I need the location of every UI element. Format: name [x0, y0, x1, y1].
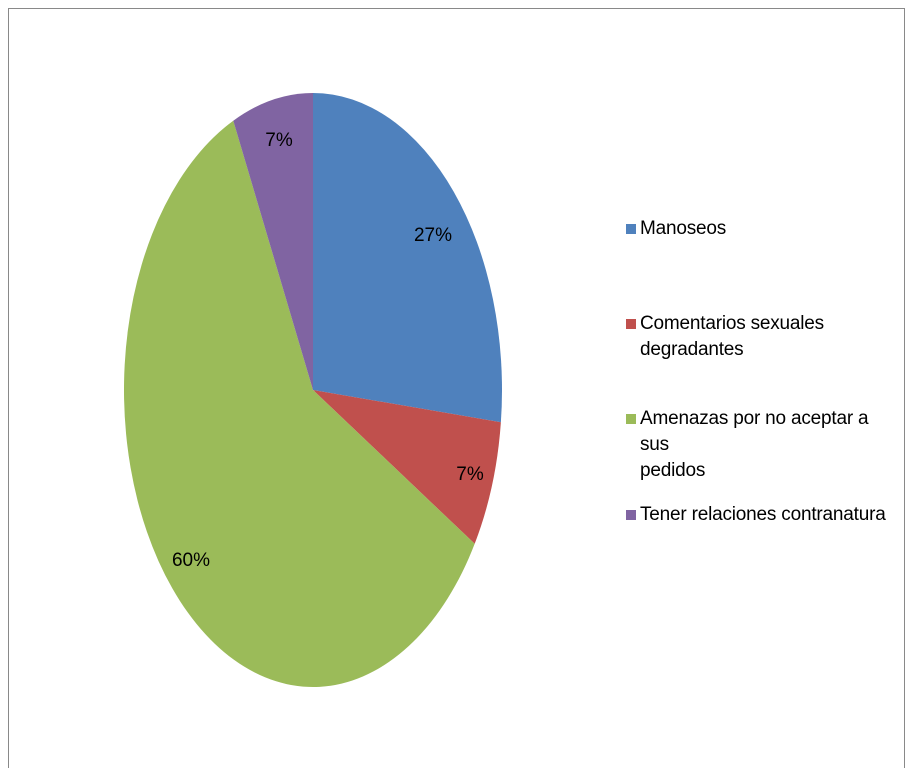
pie-slice-2: [313, 390, 501, 544]
pie-slice-1: [313, 93, 502, 423]
legend-item-relaciones: Tener relaciones contranatura: [626, 502, 886, 528]
legend-swatch-relaciones: [626, 510, 636, 520]
legend-label-manoseos: Manoseos: [640, 218, 727, 239]
slice-label-3: 60%: [172, 550, 210, 571]
legend-swatch-amenazas: [626, 414, 636, 424]
slice-label-1: 27%: [414, 225, 452, 246]
legend-swatch-manoseos: [626, 224, 636, 234]
pie-slice-3: [123, 120, 475, 687]
legend-item-manoseos: Manoseos: [626, 216, 726, 242]
legend-item-amenazas: Amenazas por no aceptar a sus pedidos: [626, 406, 901, 484]
slice-label-4: 7%: [265, 130, 293, 151]
legend-swatch-comentarios: [626, 319, 636, 329]
legend-label-comentarios: Comentarios sexuales degradantes: [640, 313, 824, 360]
legend-label-relaciones: Tener relaciones contranatura: [640, 504, 886, 525]
slice-label-2: 7%: [456, 464, 484, 485]
pie-slice-4: [233, 93, 313, 390]
legend-item-comentarios: Comentarios sexuales degradantes: [626, 311, 824, 363]
legend-label-amenazas: Amenazas por no aceptar a sus pedidos: [640, 408, 869, 481]
